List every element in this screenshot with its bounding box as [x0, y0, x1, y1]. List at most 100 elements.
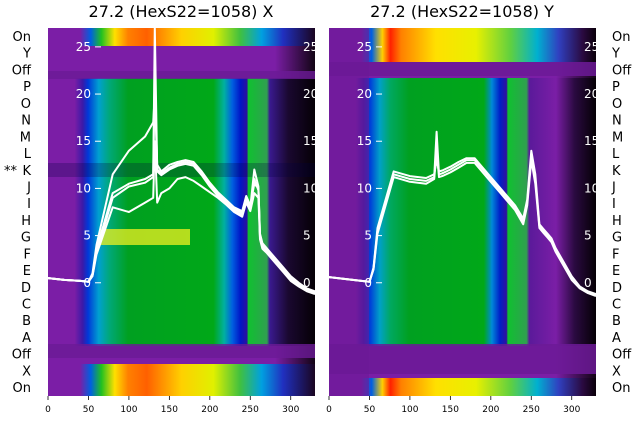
row-label: B [612, 314, 621, 329]
y-tick-label-right: 25 [303, 40, 318, 54]
y-tick-label: 15 [357, 134, 372, 148]
trace-line-1 [48, 28, 315, 294]
row-label: F [24, 247, 31, 262]
y-tick-label: 5 [83, 229, 91, 243]
x-tick-label: 0 [45, 405, 51, 415]
row-label: O [21, 97, 31, 112]
x-tick-label: 300 [563, 405, 580, 415]
row-label: P [612, 80, 620, 95]
y-tick-label-right: 25 [584, 40, 599, 54]
row-label: N [21, 114, 31, 129]
y-tick-label-right: 15 [303, 134, 318, 148]
x-tick-label: 300 [282, 405, 299, 415]
y-tick-label: 10 [76, 181, 91, 195]
row-label: H [612, 214, 622, 229]
heatmap-hot-row-top [48, 28, 315, 46]
x-tick-label: 100 [401, 405, 418, 415]
row-label: H [21, 214, 31, 229]
row-label: On [13, 381, 31, 396]
trace-group-y [329, 130, 596, 297]
row-label: Y [22, 47, 31, 62]
y-tick-label: 15 [76, 134, 91, 148]
y-tick-label: 25 [76, 40, 91, 54]
row-label: D [21, 281, 31, 296]
x-tick-label: 50 [364, 405, 376, 415]
heatmap-hot-row-bottom [48, 364, 315, 396]
trace-line-4 [48, 140, 315, 296]
row-label: L [612, 147, 620, 162]
row-label: N [612, 114, 622, 129]
heatmap-gap-bottom [48, 344, 315, 358]
y-tick-label-right: 0 [303, 276, 311, 290]
heatmap-dark-row [48, 163, 315, 177]
heatmap-hot-row-bottom [329, 378, 596, 396]
row-label: Y [611, 47, 620, 62]
x-tick-label: 200 [201, 405, 218, 415]
heatmap-gap-bottom [329, 344, 596, 374]
x-axis-y: 0 50 100 150 200 250 300 [326, 396, 581, 415]
y-axis-x: 0 5 10 15 20 25 0 5 10 15 20 25 [76, 40, 319, 290]
row-label: A [612, 331, 621, 346]
y-tick-label: 20 [76, 87, 91, 101]
x-tick-label: 0 [326, 405, 332, 415]
x-tick-label: 250 [523, 405, 540, 415]
row-label: K [612, 164, 621, 179]
trace-line-3 [329, 149, 596, 296]
row-label: M [20, 130, 31, 145]
heatmap-gap-top [48, 71, 315, 79]
y-tick-label: 25 [357, 40, 372, 54]
row-label: B [22, 314, 31, 329]
heatmap-hot-strip [100, 229, 190, 245]
y-tick-label-right: 10 [584, 181, 599, 195]
row-label: K [22, 164, 31, 179]
heatmap-gap-top [329, 62, 596, 76]
row-label: Off [612, 63, 632, 78]
x-tick-label: 150 [442, 405, 459, 415]
y-tick-label: 5 [364, 229, 372, 243]
row-label: E [612, 264, 620, 279]
row-label: Off [612, 348, 632, 363]
row-label: X [22, 364, 31, 379]
y-tick-label: 0 [364, 276, 372, 290]
row-label: E [23, 264, 31, 279]
x-tick-label: 150 [161, 405, 178, 415]
trace-line-3 [48, 93, 315, 293]
row-label: O [612, 97, 622, 112]
y-tick-label-right: 10 [303, 181, 318, 195]
x-tick-label: 50 [83, 405, 95, 415]
row-label: L [24, 147, 32, 162]
y-tick-label-right: 20 [584, 87, 599, 101]
row-label: G [21, 231, 31, 246]
row-label: X [612, 364, 621, 379]
row-label: On [612, 30, 630, 45]
row-label: J [26, 180, 31, 195]
chart-title-x: 27.2 (HexS22=1058) X [89, 2, 274, 21]
y-tick-label: 0 [83, 276, 91, 290]
y-tick-label-right: 5 [584, 229, 592, 243]
row-label: I [612, 197, 616, 212]
y-tick-label-right: 15 [584, 134, 599, 148]
row-label: Off [12, 348, 32, 363]
x-tick-label: 250 [242, 405, 259, 415]
heatmap-hot-row-top [329, 28, 596, 62]
row-label: J [611, 180, 616, 195]
trace-line-2 [329, 149, 596, 297]
x-tick-label: 100 [120, 405, 137, 415]
row-label: P [23, 80, 31, 95]
y-tick-label: 10 [357, 181, 372, 195]
row-label: C [612, 298, 621, 313]
trace-group-x [48, 28, 315, 296]
row-label: F [612, 247, 619, 262]
chart-title-y: 27.2 (HexS22=1058) Y [370, 2, 554, 21]
y-tick-label: 20 [357, 87, 372, 101]
row-label: On [13, 30, 31, 45]
panel-x [48, 28, 315, 396]
row-label: G [612, 231, 622, 246]
row-marker: ** [4, 164, 18, 179]
x-tick-label: 200 [482, 405, 499, 415]
row-label: I [27, 197, 31, 212]
y-axis-y: 0 5 10 15 20 25 0 5 10 15 20 25 [357, 40, 600, 290]
heatmap-main-band [48, 78, 315, 346]
row-label: M [612, 130, 623, 145]
